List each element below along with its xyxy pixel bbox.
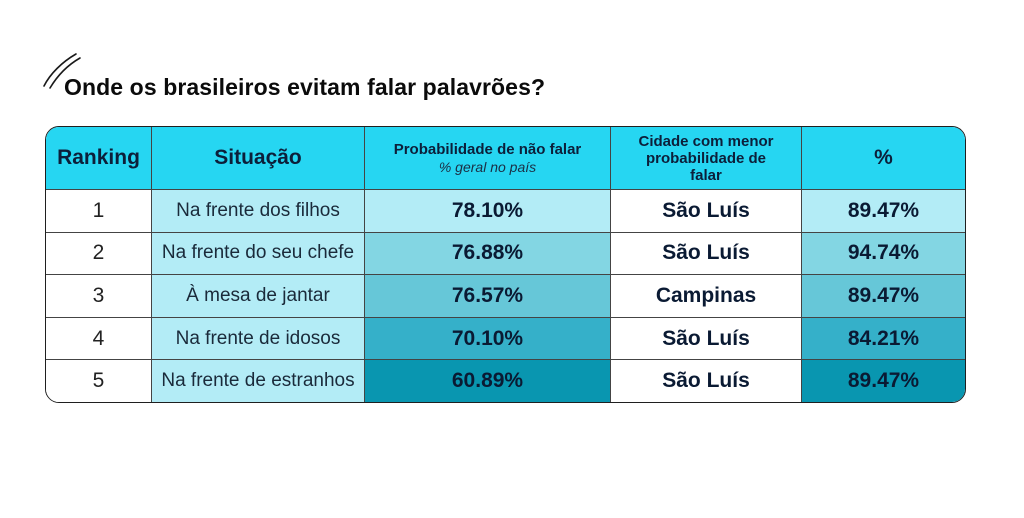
city-pct-cell: 89.47% (801, 360, 965, 402)
national-pct-cell: 60.89% (364, 360, 610, 402)
header-percent: % (801, 127, 965, 189)
city-cell: Campinas (610, 275, 801, 317)
national-pct-cell: 76.88% (364, 232, 610, 275)
rank-cell-text: 5 (92, 369, 105, 393)
situation-cell: À mesa de jantar (151, 275, 364, 317)
rank-cell-text: 1 (92, 198, 105, 222)
header-ranking-label: Ranking (57, 146, 140, 169)
table-row: 3 À mesa de jantar 76.57% Campinas 89.47% (46, 274, 965, 317)
header-percent-label: % (874, 146, 893, 169)
city-cell: São Luís (610, 317, 801, 360)
national-pct-cell: 78.10% (364, 190, 610, 232)
situation-cell-text: Na frente do seu chefe (161, 242, 355, 264)
header-situation: Situação (151, 127, 364, 189)
rank-cell-text: 3 (92, 283, 105, 307)
situation-cell: Na frente do seu chefe (151, 232, 364, 275)
table-row: 5 Na frente de estranhos 60.89% São Luís 89.… (46, 359, 965, 402)
header-probability-sublabel: % geral no país (438, 158, 537, 175)
city-cell: São Luís (610, 190, 801, 232)
rank-cell: 2 (46, 232, 151, 275)
header-situation-label: Situação (214, 146, 302, 169)
situation-cell-text: Na frente de estranhos (161, 370, 355, 392)
rank-cell-text: 2 (92, 241, 105, 265)
city-pct-cell-text: 89.47% (847, 283, 920, 307)
header-ranking: Ranking (46, 127, 151, 189)
city-pct-cell: 89.47% (801, 275, 965, 317)
city-cell: São Luís (610, 232, 801, 275)
city-cell-text: São Luís (662, 369, 750, 393)
city-cell-text: São Luís (662, 326, 750, 350)
city-cell-text: São Luís (662, 198, 750, 222)
header-city: Cidade com menor probabilidade de falar (610, 127, 801, 189)
national-pct-cell: 76.57% (364, 275, 610, 317)
city-pct-cell-text: 89.47% (847, 198, 920, 222)
table-header-row: Ranking Situação Probabilidade de não fa… (46, 127, 965, 189)
decorative-slash-icon (43, 53, 81, 89)
city-cell: São Luís (610, 360, 801, 402)
national-pct-cell-text: 60.89% (451, 369, 524, 393)
table-body: 1 Na frente dos filhos 78.10% São Luís 89.47… (46, 189, 965, 402)
ranking-table: Ranking Situação Probabilidade de não fa… (45, 126, 966, 403)
situation-cell-text: À mesa de jantar (186, 284, 330, 306)
city-pct-cell: 94.74% (801, 232, 965, 275)
situation-cell: Na frente dos filhos (151, 190, 364, 232)
table-row: 2 Na frente do seu chefe 76.88% São Luís 94.… (46, 231, 965, 275)
city-pct-cell: 84.21% (801, 317, 965, 360)
city-pct-cell-text: 84.21% (847, 326, 920, 350)
rank-cell: 3 (46, 275, 151, 317)
situation-cell: Na frente de idosos (151, 317, 364, 360)
situation-cell-text: Na frente de idosos (175, 327, 341, 349)
rank-cell: 1 (46, 190, 151, 232)
rank-cell-text: 4 (92, 326, 105, 350)
city-cell-text: Campinas (655, 283, 757, 307)
header-probability-label: Probabilidade de não falar (393, 141, 582, 159)
rank-cell: 5 (46, 360, 151, 402)
situation-cell: Na frente de estranhos (151, 360, 364, 402)
page-title: Onde os brasileiros evitam falar palavrõ… (64, 74, 546, 100)
header-probability: Probabilidade de não falar % geral no pa… (364, 127, 610, 189)
national-pct-cell-text: 78.10% (451, 198, 524, 222)
header-city-label: Cidade com menor probabilidade de falar (638, 132, 774, 184)
city-cell-text: São Luís (662, 241, 750, 265)
city-pct-cell: 89.47% (801, 190, 965, 232)
national-pct-cell-text: 76.88% (451, 241, 524, 265)
table-row: 4 Na frente de idosos 70.10% São Luís 84.21% (46, 316, 965, 360)
national-pct-cell-text: 76.57% (451, 283, 524, 307)
city-pct-cell-text: 94.74% (847, 241, 920, 265)
city-pct-cell-text: 89.47% (847, 369, 920, 393)
table-row: 1 Na frente dos filhos 78.10% São Luís 89.47… (46, 189, 965, 232)
national-pct-cell-text: 70.10% (451, 326, 524, 350)
rank-cell: 4 (46, 317, 151, 360)
national-pct-cell: 70.10% (364, 317, 610, 360)
situation-cell-text: Na frente dos filhos (176, 199, 340, 221)
